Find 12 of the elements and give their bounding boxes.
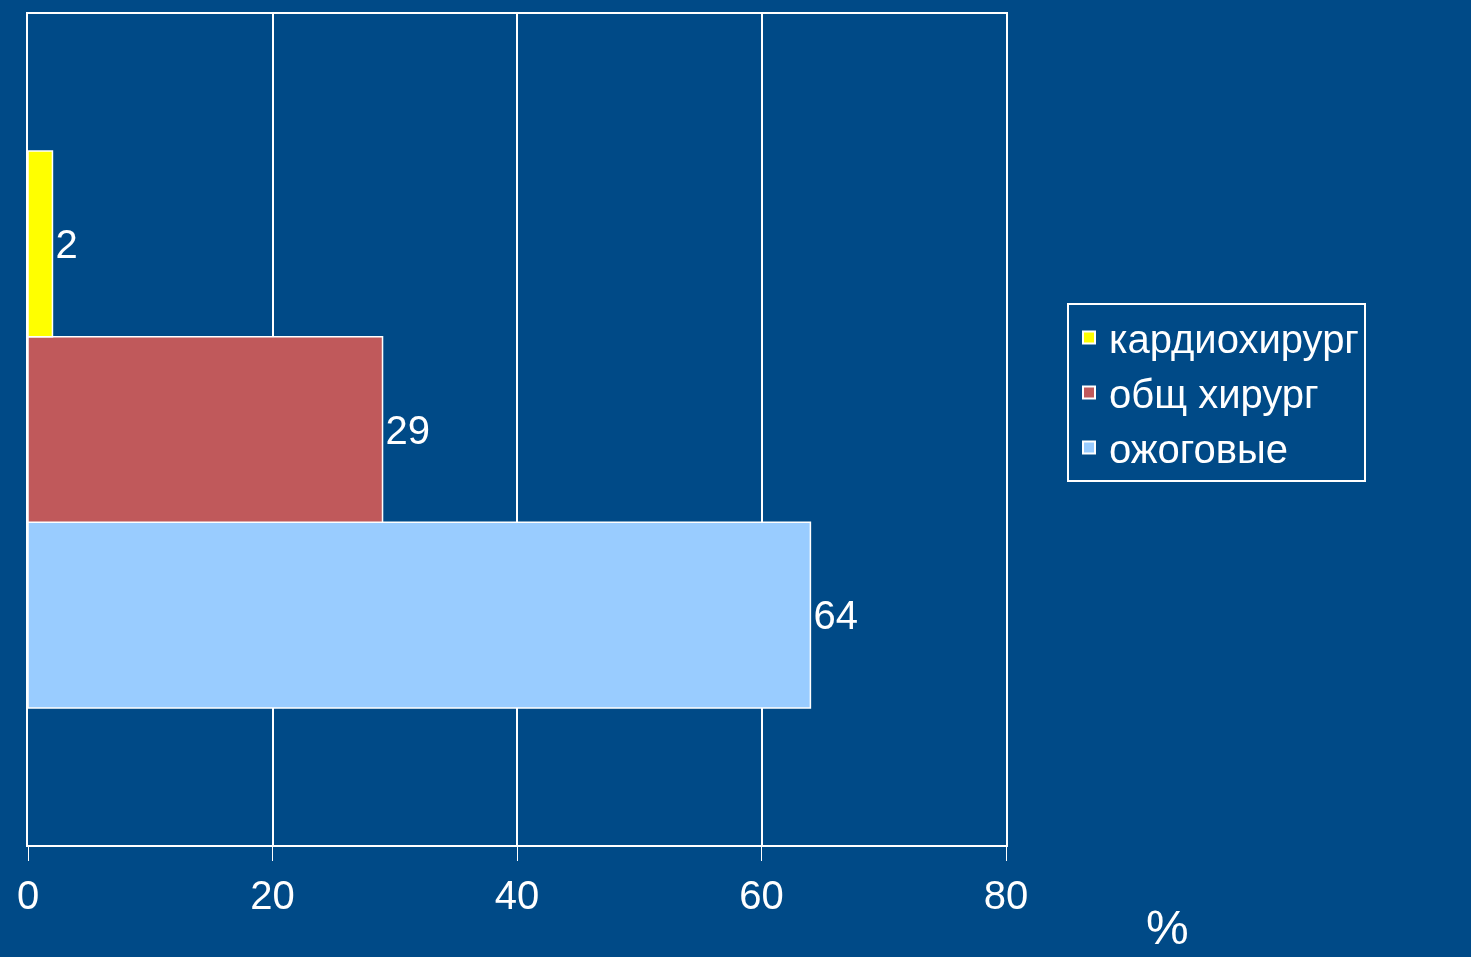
data-label: 64: [813, 593, 858, 638]
x-tick-label: 20: [250, 872, 295, 917]
legend-label: общ хирург: [1109, 372, 1319, 417]
x-tick-label: 0: [16, 872, 40, 917]
x-tick-label: 80: [983, 872, 1029, 917]
x-axis-title: %: [1146, 901, 1189, 954]
data-label: 2: [55, 221, 78, 266]
data-label: 29: [385, 407, 431, 452]
x-tick-label: 60: [739, 872, 784, 917]
x-tick-label: 40: [494, 872, 540, 917]
legend-label: ожоговые: [1109, 427, 1289, 472]
legend-label: кардиохирург: [1109, 317, 1359, 362]
